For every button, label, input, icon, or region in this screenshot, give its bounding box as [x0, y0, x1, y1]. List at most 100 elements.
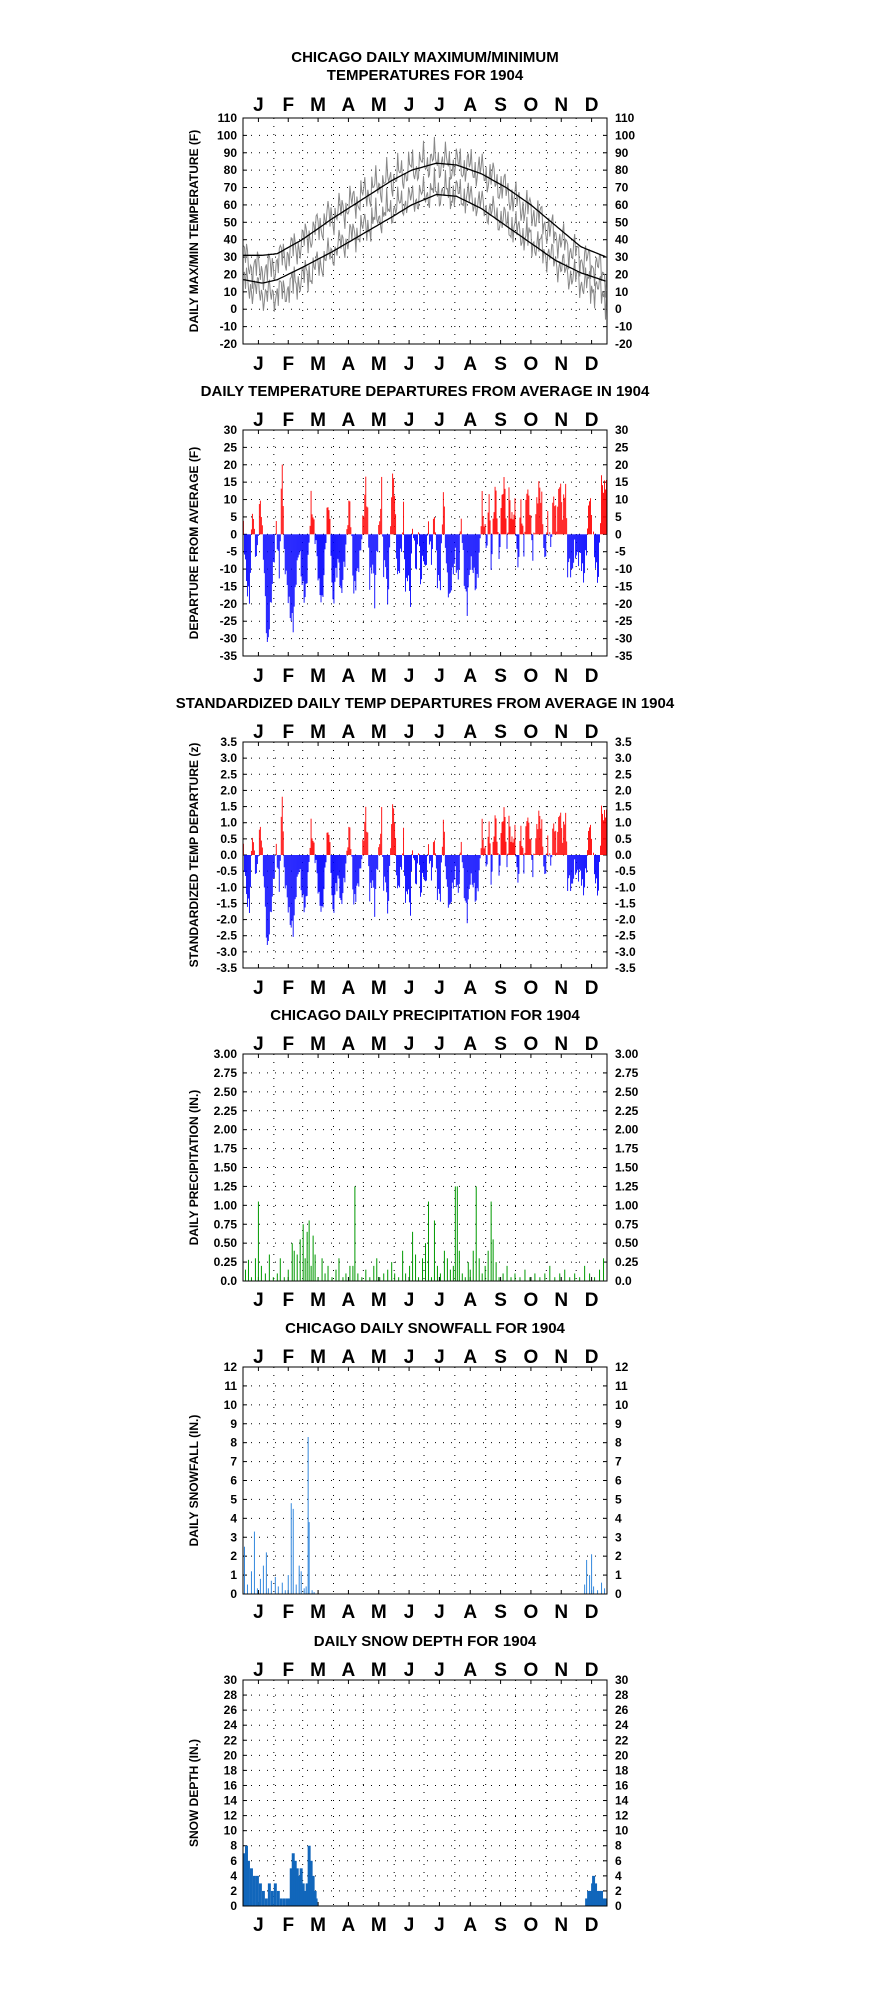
chart-title: CHICAGO DAILY PRECIPITATION FOR 1904 — [270, 1007, 580, 1024]
month-label-bottom: A — [342, 1915, 356, 1936]
bar-day-331 — [571, 855, 572, 884]
bar-day-79 — [321, 855, 322, 912]
month-label-bottom: J — [404, 1915, 415, 1936]
bar-precip-55 — [297, 1255, 298, 1281]
bar-day-82 — [324, 534, 325, 575]
month-label-bottom: J — [253, 1915, 264, 1936]
bar-precip-132 — [373, 1266, 374, 1281]
bar-precip-190 — [431, 1277, 432, 1281]
bar-day-117 — [358, 534, 359, 572]
y-tick-right: 1.0 — [615, 816, 632, 830]
bar-day-189 — [430, 534, 431, 541]
bar-precip-363 — [603, 1258, 604, 1281]
bar-day-271 — [512, 512, 513, 534]
bar-precip-289 — [529, 1277, 530, 1281]
bar-day-285 — [525, 500, 526, 534]
bar-day-233 — [474, 534, 475, 567]
bar-day-163 — [404, 855, 405, 876]
bar-snow-46 — [288, 1575, 289, 1594]
bar-day-112 — [353, 534, 354, 593]
bar-day-234 — [475, 534, 476, 590]
bar-day-129 — [370, 855, 371, 883]
bar-day-49 — [291, 534, 292, 621]
bar-day-251 — [492, 534, 493, 554]
month-label-top: J — [253, 410, 264, 431]
y-tick-right: 2 — [615, 1549, 622, 1563]
bar-day-230 — [471, 534, 472, 556]
bar-day-153 — [394, 823, 395, 855]
y-tick-right: 1.75 — [615, 1142, 639, 1156]
y-tick-right: 110 — [615, 111, 635, 125]
bar-day-199 — [440, 534, 441, 590]
bar-day-51 — [293, 534, 294, 632]
bar-day-144 — [385, 855, 386, 882]
bar-precip-177 — [418, 1277, 419, 1281]
bar-day-61 — [303, 534, 304, 581]
bar-day-311 — [551, 534, 552, 537]
bar-precip-270 — [511, 1277, 512, 1281]
bar-precip-284 — [524, 1270, 525, 1281]
bar-day-329 — [569, 534, 570, 558]
bar-day-229 — [470, 855, 471, 885]
bar-day-134 — [375, 855, 376, 889]
y-tick-left: 20 — [224, 458, 238, 472]
bar-day-179 — [420, 855, 421, 897]
bar-day-7 — [249, 534, 250, 603]
bar-day-118 — [359, 855, 360, 869]
bar-day-75 — [317, 855, 318, 873]
y-tick-left: 90 — [224, 146, 238, 160]
bar-precip-339 — [579, 1277, 580, 1281]
month-label-bottom: J — [434, 666, 445, 687]
bar-day-13 — [255, 855, 256, 874]
bar-precip-329 — [569, 1277, 570, 1281]
bar-day-229 — [470, 534, 471, 570]
y-tick-left: -0.5 — [216, 864, 237, 878]
y-tick-left: 0 — [230, 1587, 237, 1601]
bar-day-137 — [378, 525, 379, 534]
bar-day-132 — [373, 855, 374, 888]
bar-day-18 — [260, 827, 261, 855]
bar-day-83 — [325, 855, 326, 868]
bar-day-187 — [428, 521, 429, 534]
bar-day-54 — [296, 534, 297, 584]
bar-day-57 — [299, 855, 300, 872]
y-tick-right: 0 — [615, 527, 622, 541]
y-tick-right: 20 — [615, 267, 629, 281]
bar-day-7 — [249, 855, 250, 913]
bar-day-313 — [553, 823, 554, 855]
month-label-bottom: D — [585, 354, 599, 375]
bar-day-130 — [371, 855, 372, 888]
bar-day-322 — [562, 520, 563, 535]
month-label-top: D — [585, 95, 599, 116]
bar-day-221 — [462, 855, 463, 862]
bar-day-240 — [481, 526, 482, 534]
bar-day-355 — [595, 855, 596, 883]
bar-day-76 — [318, 855, 319, 894]
bar-day-192 — [433, 519, 434, 534]
bar-day-105 — [346, 851, 347, 855]
month-label-top: M — [371, 1347, 387, 1368]
bar-precip-58 — [300, 1239, 301, 1281]
y-tick-right: 2.25 — [615, 1104, 639, 1118]
bar-day-328 — [568, 534, 569, 562]
y-tick-right: 16 — [615, 1778, 629, 1792]
bar-day-46 — [288, 534, 289, 603]
bar-day-90 — [332, 534, 333, 582]
bar-day-42 — [284, 534, 285, 549]
bar-day-132 — [373, 534, 374, 573]
y-tick-left: 70 — [224, 181, 238, 195]
bar-day-224 — [465, 855, 466, 901]
y-tick-left: -5 — [226, 545, 237, 559]
bar-day-119 — [360, 534, 361, 550]
month-label-top: M — [310, 410, 326, 431]
y-tick-right: -35 — [615, 649, 633, 663]
bar-day-159 — [400, 534, 401, 548]
bar-day-23 — [265, 534, 266, 596]
bar-day-152 — [393, 478, 394, 534]
bar-day-290 — [530, 839, 531, 855]
y-tick-left: 2.25 — [214, 1104, 238, 1118]
y-tick-right: 0.50 — [615, 1236, 639, 1250]
bar-day-287 — [527, 818, 528, 855]
bar-day-193 — [434, 841, 435, 855]
bar-day-198 — [439, 534, 440, 580]
